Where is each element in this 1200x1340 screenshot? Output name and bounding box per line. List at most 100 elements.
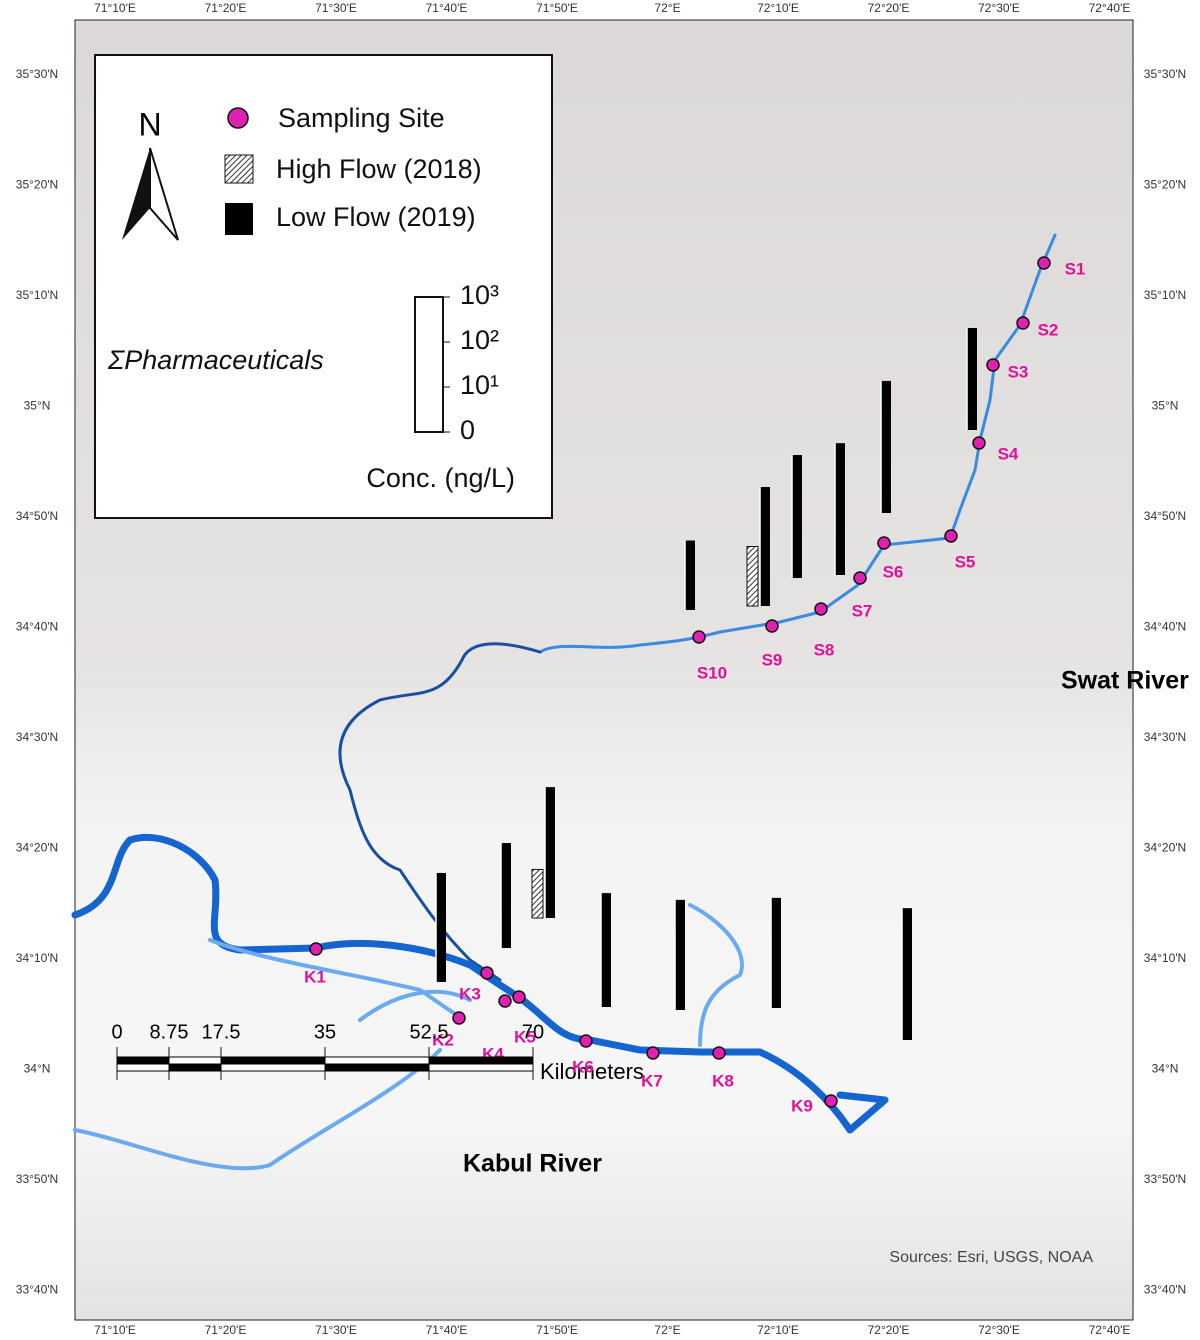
latitude-label: 35°10'N: [1144, 288, 1186, 302]
latitude-label: 33°50'N: [1144, 1172, 1186, 1186]
low-flow-bar: [436, 872, 446, 982]
sampling-site: [712, 1046, 726, 1060]
north-label: N: [138, 106, 161, 142]
scale-label: 52.5: [410, 1021, 449, 1043]
scale-label: 70: [522, 1021, 544, 1043]
site-label: K5: [514, 1027, 536, 1046]
longitude-label: 72°E: [654, 1, 680, 15]
legend-item: Sampling Site: [278, 103, 445, 133]
longitude-label: 71°30'E: [315, 1, 357, 15]
high-flow-bar: [531, 868, 544, 919]
site-label: K1: [304, 967, 326, 986]
scale-segment: [428, 1063, 534, 1072]
legend-scale-label: 10³: [460, 280, 499, 310]
longitude-label: 72°20'E: [868, 1, 910, 15]
sampling-site: [579, 1034, 593, 1048]
low-flow-bar: [675, 899, 685, 1010]
scale-segment: [220, 1063, 326, 1072]
scale-segment: [168, 1063, 222, 1072]
scale-segment: [220, 1056, 326, 1065]
sampling-site: [646, 1046, 660, 1060]
latitude-label: 34°10'N: [1144, 951, 1186, 965]
longitude-label: 71°30'E: [315, 1323, 357, 1337]
sampling-site: [765, 619, 779, 633]
longitude-label: 72°40'E: [1089, 1, 1131, 15]
site-label: S1: [1065, 259, 1086, 278]
scale-label: 8.75: [150, 1021, 189, 1043]
longitude-label: 72°20'E: [868, 1323, 910, 1337]
site-label: K8: [712, 1071, 734, 1090]
sampling-site: [853, 571, 867, 585]
latitude-label: 35°N: [24, 399, 51, 413]
sampling-site: [498, 994, 512, 1008]
latitude-label: 34°N: [1152, 1062, 1179, 1076]
site-label: S10: [697, 663, 727, 682]
sampling-site: [986, 358, 1000, 372]
longitude-label: 72°10'E: [757, 1, 799, 15]
latitude-label: 34°N: [24, 1062, 51, 1076]
legend-unit: Conc. (ng/L): [366, 463, 515, 493]
low-flow-bar: [902, 908, 912, 1040]
high-flow-bar: [746, 546, 759, 607]
latitude-label: 34°50'N: [16, 509, 58, 523]
site-label: K6: [572, 1057, 594, 1076]
legend-box: [94, 54, 553, 519]
legend-measure: ΣPharmaceuticals: [107, 345, 324, 375]
site-label: S5: [955, 552, 976, 571]
river-label: Kabul River: [463, 1150, 602, 1178]
scale-segment: [428, 1056, 534, 1065]
legend-high-symbol: [224, 154, 254, 184]
longitude-label: 72°30'E: [978, 1, 1020, 15]
longitude-label: 71°20'E: [205, 1323, 247, 1337]
sampling-site: [944, 529, 958, 543]
low-flow-bar: [501, 843, 511, 948]
site-label: S2: [1038, 320, 1059, 339]
scale-segment: [324, 1056, 430, 1065]
longitude-label: 72°40'E: [1089, 1323, 1131, 1337]
latitude-label: 34°40'N: [1144, 620, 1186, 634]
latitude-label: 34°50'N: [1144, 509, 1186, 523]
latitude-label: 35°30'N: [16, 67, 58, 81]
river-label: Swat River: [1061, 667, 1189, 695]
low-flow-bar: [545, 787, 555, 918]
scale-segment: [116, 1063, 170, 1072]
longitude-label: 72°30'E: [978, 1323, 1020, 1337]
sampling-site: [877, 536, 891, 550]
sampling-site: [1016, 316, 1030, 330]
latitude-label: 34°20'N: [1144, 841, 1186, 855]
scale-unit: Kilometers: [540, 1059, 644, 1084]
rivers: [71, 233, 1057, 1171]
site-label: S6: [883, 562, 904, 581]
latitude-label: 34°10'N: [16, 951, 58, 965]
longitude-label: 72°E: [654, 1323, 680, 1337]
latitude-label: 33°40'N: [16, 1283, 58, 1297]
site-label: S3: [1008, 362, 1029, 381]
sources: Sources: Esri, USGS, NOAA: [889, 1249, 1093, 1266]
low-flow-bar: [685, 540, 695, 610]
latitude-label: 35°20'N: [16, 178, 58, 192]
low-flow-bar: [881, 380, 891, 513]
longitude-label: 72°10'E: [757, 1323, 799, 1337]
low-flow-bar: [792, 455, 802, 578]
low-flow-bar: [835, 443, 845, 575]
legend-scale-label: 10²: [460, 325, 499, 355]
site-label: K2: [432, 1030, 454, 1049]
sampling-site: [480, 966, 494, 980]
latitude-label: 35°10'N: [16, 288, 58, 302]
site-label: S4: [998, 444, 1019, 463]
site-label: S9: [762, 650, 783, 669]
legend-scale-box: [414, 296, 444, 433]
sampling-site: [452, 1011, 466, 1025]
latitude-label: 35°30'N: [1144, 67, 1186, 81]
site-label: S7: [852, 601, 873, 620]
sampling-site: [1037, 256, 1051, 270]
latitude-label: 35°20'N: [1144, 178, 1186, 192]
low-flow-bar: [967, 327, 977, 430]
longitude-label: 71°40'E: [426, 1, 468, 15]
legend-site-symbol: [227, 107, 249, 129]
low-flow-bar: [771, 897, 781, 1008]
latitude-label: 34°30'N: [1144, 730, 1186, 744]
low-flow-bar: [601, 893, 611, 1007]
scale-label: 17.5: [202, 1021, 241, 1043]
sampling-site: [512, 990, 526, 1004]
